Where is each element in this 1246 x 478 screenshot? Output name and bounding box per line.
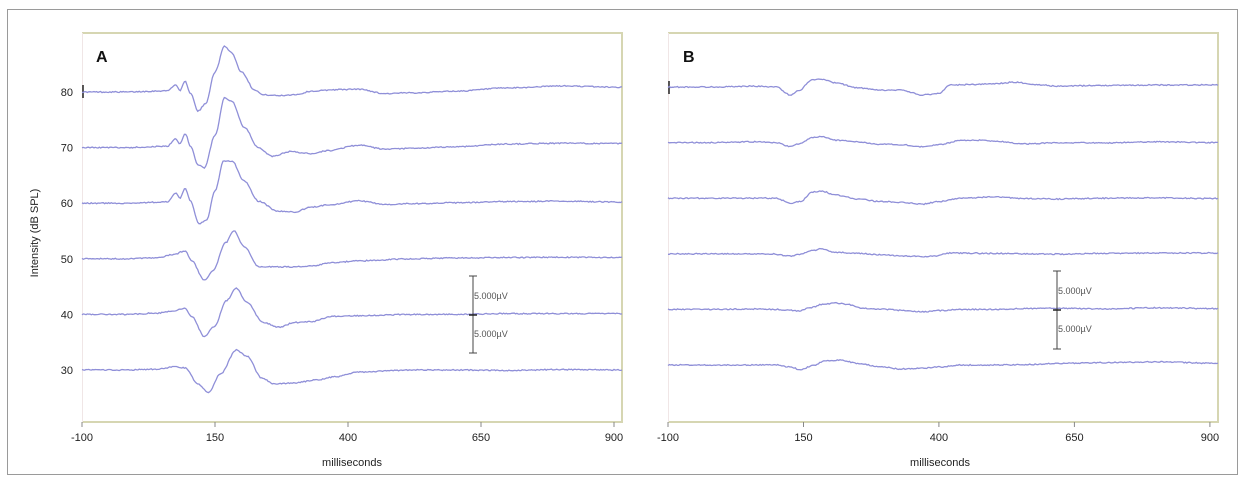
panel-b-x-tick-label-0: -100 <box>657 432 679 444</box>
panel-a-scale-bar: 5.000µV 5.000µV <box>469 275 508 354</box>
panel-a-traces <box>81 45 623 394</box>
panel-b-x-tick-label-2: 400 <box>930 432 948 444</box>
panel-a-trace-60 <box>81 160 623 225</box>
panel-b-x-tick-label-4: 900 <box>1201 432 1219 444</box>
panel-a-y-tick-label-30: 30 <box>61 365 73 377</box>
panel-a-trace-30 <box>81 348 623 394</box>
y-axis-label: Intensity (dB SPL) <box>29 189 41 278</box>
panel-a-label: A <box>96 49 108 66</box>
panel-a-x-ticks: -100 150 400 650 900 <box>71 422 623 444</box>
panel-a-plot-area <box>82 34 622 422</box>
panel-b: B -100 150 400 650 900 5.000µV 5.000µV milli… <box>657 32 1219 469</box>
panel-a-trace-40 <box>81 287 623 338</box>
panel-b-label: B <box>683 49 695 66</box>
panel-a: A 80 70 60 50 40 30 -100 150 400 650 900 5.000µV … <box>61 32 623 469</box>
panel-a-y-tick-label-80: 80 <box>61 87 73 99</box>
panel-a-y-tick-label-40: 40 <box>61 309 73 321</box>
panel-b-x-ticks: -100 150 400 650 900 <box>657 422 1219 444</box>
panel-b-x-tick-label-1: 150 <box>794 432 812 444</box>
panel-b-scale-bar-upper-label: 5.000µV <box>1058 286 1092 296</box>
panel-b-traces <box>667 78 1219 371</box>
panel-a-x-tick-label-3: 650 <box>472 432 490 444</box>
panel-b-x-tick-label-3: 650 <box>1065 432 1083 444</box>
panel-a-y-ticks: 80 70 60 50 40 30 <box>61 87 73 377</box>
panel-a-trace-50 <box>81 230 623 281</box>
panel-a-scale-bar-lower-label: 5.000µV <box>474 329 508 339</box>
panel-b-x-axis-label: milliseconds <box>910 457 970 469</box>
panel-b-trace-30 <box>667 359 1219 371</box>
panel-a-x-tick-label-2: 400 <box>339 432 357 444</box>
panel-b-scale-bar-lower-label: 5.000µV <box>1058 324 1092 334</box>
figure-frame <box>7 9 1238 475</box>
panel-b-plot-area <box>668 34 1218 422</box>
panel-a-scale-bar-upper-label: 5.000µV <box>474 291 508 301</box>
panel-a-x-axis-label: milliseconds <box>322 457 382 469</box>
panel-b-trace-50 <box>668 247 1219 258</box>
panel-b-trace-80 <box>667 78 1219 96</box>
panel-b-trace-70 <box>667 135 1218 148</box>
panel-b-trace-40 <box>667 301 1219 313</box>
panel-b-trace-60 <box>667 190 1219 206</box>
panel-b-scale-bar: 5.000µV 5.000µV <box>1053 270 1092 350</box>
panel-a-y-tick-label-60: 60 <box>61 198 73 210</box>
panel-a-trace-80 <box>81 45 623 113</box>
panel-a-trace-70 <box>81 96 623 169</box>
panel-a-y-tick-label-70: 70 <box>61 143 73 155</box>
panel-a-y-tick-label-50: 50 <box>61 254 73 266</box>
panel-a-x-tick-label-1: 150 <box>206 432 224 444</box>
panel-a-x-tick-label-0: -100 <box>71 432 93 444</box>
panel-a-x-tick-label-4: 900 <box>605 432 623 444</box>
